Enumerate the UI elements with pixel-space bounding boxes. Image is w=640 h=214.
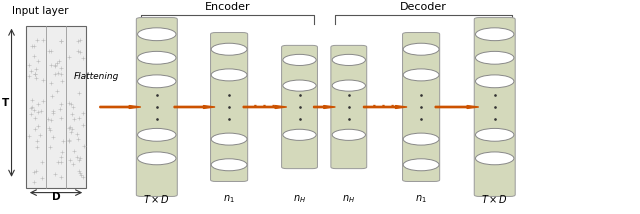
Ellipse shape [403,159,439,171]
FancyBboxPatch shape [331,45,367,169]
FancyBboxPatch shape [474,18,515,196]
Text: $n_1$: $n_1$ [223,194,235,205]
Ellipse shape [283,80,316,91]
Text: T: T [1,98,9,108]
Text: $n_H$: $n_H$ [342,194,355,205]
Ellipse shape [211,69,247,81]
Text: Flattening: Flattening [74,72,118,81]
Ellipse shape [476,28,514,41]
Ellipse shape [403,69,439,81]
Text: $T \times D$: $T \times D$ [481,193,508,205]
Text: $n_H$: $n_H$ [293,194,306,205]
Ellipse shape [476,75,514,88]
Text: $n_1$: $n_1$ [415,194,427,205]
Ellipse shape [138,75,176,88]
Text: · · ·: · · · [253,101,276,113]
Ellipse shape [403,133,439,145]
Ellipse shape [211,159,247,171]
Ellipse shape [403,43,439,55]
FancyArrow shape [243,106,287,108]
FancyBboxPatch shape [282,45,317,169]
Ellipse shape [283,54,316,65]
Ellipse shape [211,43,247,55]
FancyArrow shape [100,106,141,108]
Ellipse shape [476,51,514,64]
Ellipse shape [332,80,365,91]
FancyArrow shape [314,106,335,108]
Ellipse shape [138,152,176,165]
FancyArrow shape [364,106,407,108]
Ellipse shape [138,28,176,41]
Text: Decoder: Decoder [400,2,447,12]
Ellipse shape [332,129,365,140]
FancyBboxPatch shape [211,33,248,181]
Ellipse shape [476,152,514,165]
Ellipse shape [138,51,176,64]
FancyBboxPatch shape [136,18,177,196]
FancyBboxPatch shape [26,26,86,188]
Ellipse shape [283,129,316,140]
FancyArrow shape [174,106,215,108]
FancyBboxPatch shape [403,33,440,181]
Text: Encoder: Encoder [204,2,250,12]
Ellipse shape [476,128,514,141]
Text: Input layer: Input layer [12,6,68,16]
Ellipse shape [138,128,176,141]
Text: D: D [52,192,61,202]
Text: $T \times D$: $T \times D$ [143,193,170,205]
FancyArrow shape [435,106,479,108]
Ellipse shape [332,54,365,65]
Ellipse shape [211,133,247,145]
Text: · · ·: · · · [372,101,396,113]
